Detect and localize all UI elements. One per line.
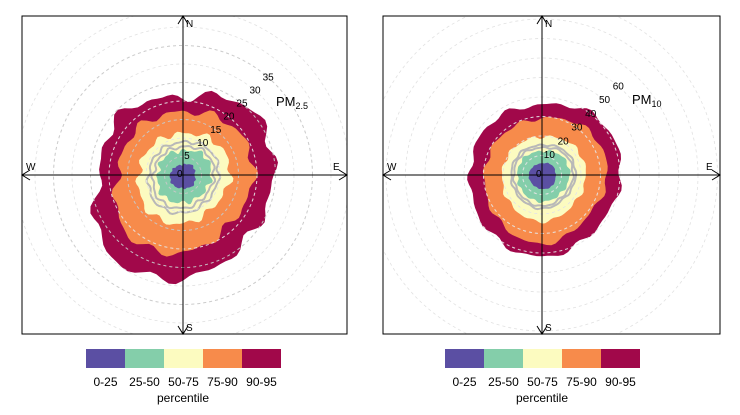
- legend-swatch-0-25: [445, 349, 484, 368]
- legend-swatch-50-75: [164, 349, 203, 368]
- plot-frame: [382, 15, 721, 335]
- ring-value-label: 5: [184, 151, 190, 162]
- compass-label: W: [387, 162, 397, 173]
- legend-label: 75-90: [207, 375, 238, 389]
- ring-value-label: 40: [585, 109, 597, 120]
- ring-value-label: 60: [613, 81, 625, 92]
- compass-label: W: [26, 162, 36, 173]
- ring-value-label: 50: [599, 95, 611, 106]
- legend-swatch-90-95: [601, 349, 640, 368]
- legend-label: 25-50: [129, 375, 160, 389]
- pm10-percentile-legend: 0-25 25-50 50-75 75-90 90-95 percentile: [445, 349, 645, 411]
- ring-value-label: 10: [544, 150, 556, 161]
- ring-value-label: 0: [536, 169, 542, 180]
- compass-label: E: [706, 162, 713, 173]
- compass-label: N: [186, 19, 193, 30]
- pollutant-label: PM10: [632, 92, 662, 109]
- legend-swatch-0-25: [86, 349, 125, 368]
- legend-label: 50-75: [168, 375, 199, 389]
- legend-label: 75-90: [566, 375, 597, 389]
- ring-value-label: 30: [249, 86, 261, 97]
- legend-title: percentile: [156, 391, 210, 405]
- pm25-polar-plot-panel: N E S W 0 5 10 15 20 25 30 35 PM2.5: [0, 0, 370, 345]
- legend-swatch-75-90: [562, 349, 601, 368]
- legend-swatch-25-50: [484, 349, 523, 368]
- ring-value-label: 20: [223, 112, 235, 123]
- compass-label: S: [545, 323, 552, 334]
- legend-swatch-25-50: [125, 349, 164, 368]
- ring-value-label: 10: [197, 138, 209, 149]
- legend-label: 25-50: [488, 375, 519, 389]
- legend-label: 90-95: [246, 375, 277, 389]
- ring-value-label: 30: [571, 123, 583, 134]
- legend-label: 50-75: [527, 375, 558, 389]
- compass-label: E: [333, 162, 340, 173]
- legend-title: percentile: [515, 391, 569, 405]
- legend-swatch-50-75: [523, 349, 562, 368]
- legend-label: 0-25: [93, 375, 118, 389]
- legend-swatch-75-90: [203, 349, 242, 368]
- pollutant-label: PM2.5: [276, 94, 308, 111]
- pm25-percentile-legend: 0-25 25-50 50-75 75-90 90-95 percentile: [86, 349, 286, 411]
- legend-swatch-90-95: [242, 349, 281, 368]
- pm10-polar-plot-panel: N E S W 0 10 20 30 40 50 60 PM10: [370, 0, 740, 345]
- legend-label: 0-25: [452, 375, 477, 389]
- compass-label: N: [545, 19, 552, 30]
- legend-label: 90-95: [605, 375, 636, 389]
- compass-label: S: [186, 323, 193, 334]
- plot-frame: [21, 15, 348, 335]
- compass-axes: [382, 15, 721, 335]
- ring-value-label: 15: [210, 125, 222, 136]
- ring-value-label: 20: [558, 136, 570, 147]
- ring-value-label: 0: [177, 169, 183, 180]
- ring-value-label: 35: [263, 72, 275, 83]
- ring-value-label: 25: [236, 99, 248, 110]
